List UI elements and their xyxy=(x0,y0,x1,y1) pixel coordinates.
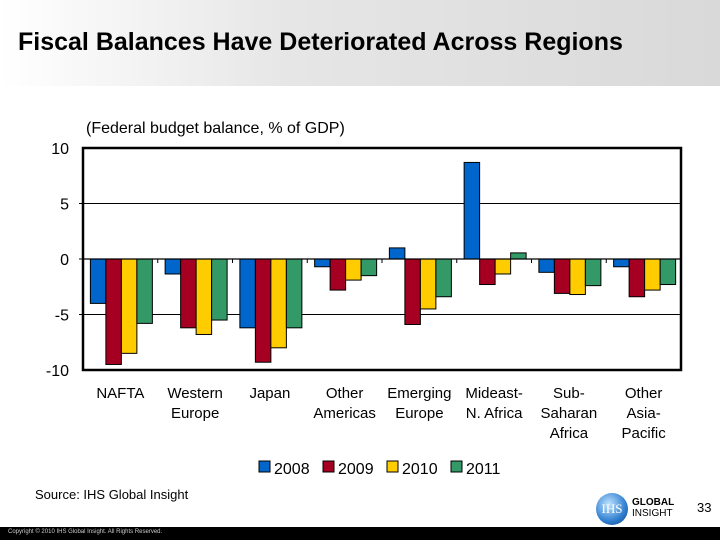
bar-2008 xyxy=(538,258,555,273)
bar-2011 xyxy=(136,258,153,324)
bar-2009 xyxy=(479,258,496,286)
x-category-label: Western xyxy=(167,385,223,402)
ihs-global-insight-logo: IHS GLOBAL INSIGHT xyxy=(596,492,686,526)
bar-2009 xyxy=(180,258,197,329)
bar-2010 xyxy=(345,258,362,281)
legend-swatch-2008 xyxy=(258,460,271,473)
bar-2010 xyxy=(644,258,661,291)
x-category-label: Japan xyxy=(249,385,290,402)
x-category-label: Mideast- xyxy=(465,385,523,402)
bar-2009 xyxy=(105,258,122,365)
bar-2010 xyxy=(569,258,586,296)
y-tick-label: 10 xyxy=(51,141,69,158)
bar-2008 xyxy=(463,161,481,260)
bar-2008 xyxy=(164,258,182,275)
bar-2008 xyxy=(89,258,107,304)
x-category-label: Pacific xyxy=(622,425,667,442)
y-tick-label: 5 xyxy=(60,197,69,214)
legend-swatch-2009 xyxy=(322,460,335,473)
logo-line2: INSIGHT xyxy=(632,508,673,519)
x-category-label: Emerging xyxy=(387,385,451,402)
bar-2011 xyxy=(435,258,452,298)
footer-bar: Copyright © 2010 IHS Global Insight. All… xyxy=(0,527,720,540)
bar-2011 xyxy=(510,252,527,260)
legend-label: 2009 xyxy=(338,461,374,478)
title-bar: Fiscal Balances Have Deteriorated Across… xyxy=(0,0,720,86)
x-category-label: N. Africa xyxy=(466,405,523,422)
x-category-label: Saharan xyxy=(541,405,598,422)
legend-swatch-2011 xyxy=(450,460,463,473)
x-category-label: Asia- xyxy=(627,405,661,422)
x-category-label: Africa xyxy=(550,425,589,442)
bar-2011 xyxy=(584,258,602,287)
bar-2009 xyxy=(404,258,421,325)
logo-line1: GLOBAL xyxy=(632,497,675,508)
bar-2008 xyxy=(239,258,256,329)
bar-2011 xyxy=(211,258,228,321)
slide-title: Fiscal Balances Have Deteriorated Across… xyxy=(18,28,623,56)
y-tick-label: -10 xyxy=(46,363,69,380)
x-category-label: Sub- xyxy=(553,385,585,402)
bar-2011 xyxy=(285,258,303,329)
bar-2011 xyxy=(360,258,378,277)
x-category-label: Europe xyxy=(395,405,443,422)
legend-label: 2011 xyxy=(466,461,501,478)
bar-2008 xyxy=(388,247,406,260)
x-category-label: Other xyxy=(625,385,663,402)
x-category-label: NAFTA xyxy=(96,385,144,402)
plot-frame xyxy=(81,146,683,372)
bar-2011 xyxy=(659,258,677,286)
bar-2010 xyxy=(270,258,287,349)
bar-2010 xyxy=(195,258,213,335)
bar-2009 xyxy=(553,258,571,294)
page-number: 33 xyxy=(697,500,712,515)
bar-2010 xyxy=(494,258,512,275)
bar-2009 xyxy=(254,258,272,363)
y-tick-label: -5 xyxy=(55,308,69,325)
y-tick-label: 0 xyxy=(60,252,69,269)
bar-2010 xyxy=(120,258,138,354)
copyright: Copyright © 2010 IHS Global Insight. All… xyxy=(8,529,163,535)
legend-label: 2010 xyxy=(402,461,438,478)
x-category-label: Other xyxy=(326,385,364,402)
source-note: Source: IHS Global Insight xyxy=(35,487,189,502)
bar-2008 xyxy=(613,258,630,268)
bar-2010 xyxy=(419,258,437,310)
x-category-label: Americas xyxy=(313,405,376,422)
bar-2008 xyxy=(314,258,331,268)
logo-mark: IHS xyxy=(596,493,628,525)
bar-2009 xyxy=(628,258,646,298)
bar-2009 xyxy=(329,258,347,291)
legend-swatch-2010 xyxy=(386,460,399,473)
legend-label: 2008 xyxy=(274,461,310,478)
chart-subtitle: (Federal budget balance, % of GDP) xyxy=(86,120,345,137)
x-category-label: Europe xyxy=(171,405,219,422)
